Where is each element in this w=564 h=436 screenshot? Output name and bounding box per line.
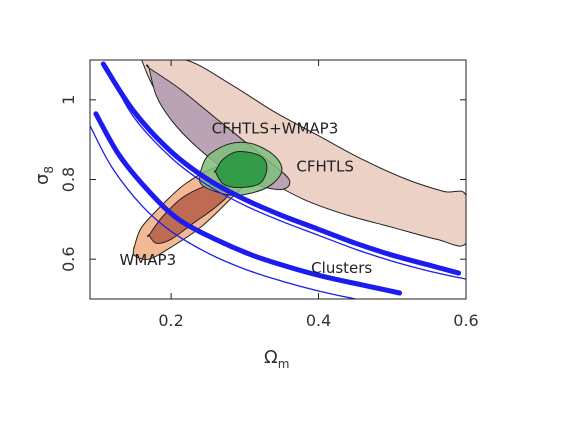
ticks-layer: 0.2 0.4 0.6 0.6 0.8 1 [59,60,479,330]
x-tick-label-0: 0.2 [158,311,183,330]
annotation-label-clusters: Clusters [311,259,372,277]
y-tick-label-0: 0.6 [59,246,78,271]
x-axis-label-main: Ω [264,347,278,368]
y-tick-label-2: 1 [59,95,78,105]
x-axis-label-subscript: m [278,357,290,371]
annotation-label-joint: CFHTLS+WMAP3 [212,120,339,138]
curve-clusters-lower-thick [93,111,403,296]
curve-clusters-lower-thin [90,125,357,299]
annotation-label-cfhtls: CFHTLS [296,158,353,176]
x-axis-label: Ωm [264,347,289,371]
x-tick-label-2: 0.6 [453,311,478,330]
y-axis-label-subscript: 8 [42,166,56,174]
annotation-layer: CFHTLS+WMAP3 CFHTLS WMAP3 Clusters [119,120,372,277]
curve-clusters-upper-thin [107,71,466,280]
y-axis-label: σ8 [32,166,56,185]
plot-content [90,60,466,299]
contour-joint-inner [213,150,268,189]
y-tick-label-1: 0.8 [59,167,78,192]
y-axis-label-main: σ [32,174,53,185]
curve-clusters-upper-thick [100,61,462,276]
x-tick-label-1: 0.4 [306,311,331,330]
annotation-label-wmap3: WMAP3 [119,251,176,269]
